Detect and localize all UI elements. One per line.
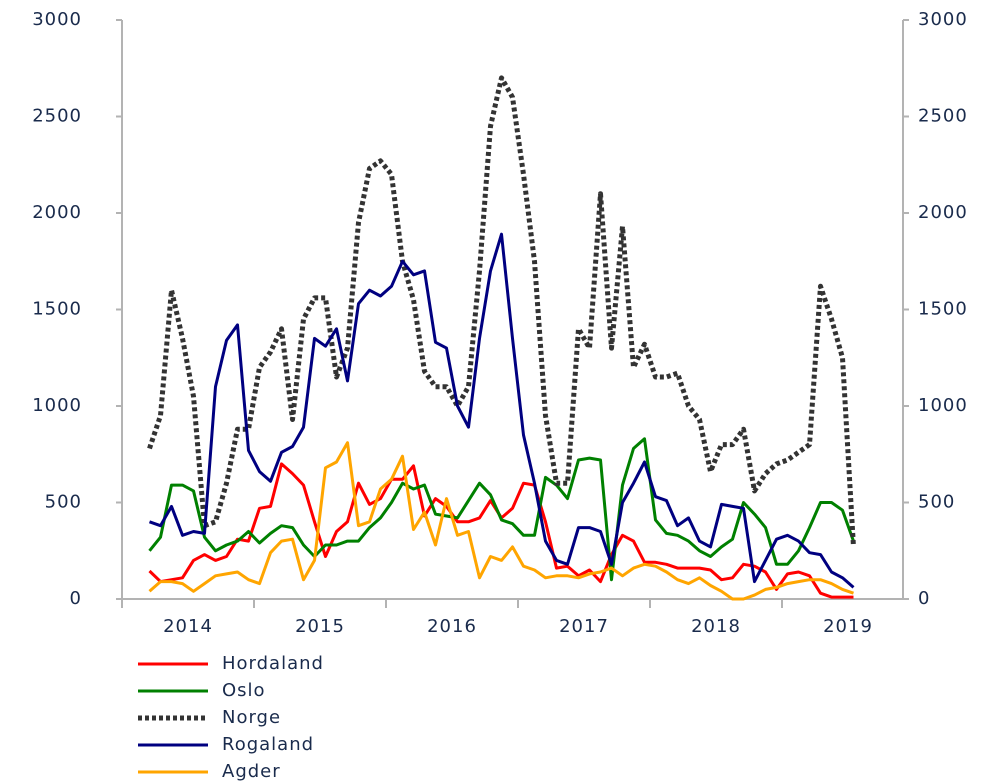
x-tick-label: 2015 [295, 616, 345, 637]
y-tick-label: 1500 [32, 299, 82, 320]
y2-tick-label: 0 [918, 588, 930, 609]
y-tick-label: 3000 [32, 9, 82, 30]
x-tick-label: 2017 [559, 616, 609, 637]
series-line [148, 437, 855, 582]
series-line [148, 441, 854, 601]
x-tick-label: 2019 [823, 616, 873, 637]
y2-tick-label: 1000 [918, 395, 968, 416]
y-tick-label: 1000 [32, 395, 82, 416]
y-tick-label: 2000 [32, 202, 82, 223]
legend-label: Oslo [222, 680, 266, 701]
legend-label: Norge [222, 707, 281, 728]
y2-tick-label: 3000 [918, 9, 968, 30]
y2-tick-label: 2500 [918, 106, 968, 127]
y-tick-label: 2500 [32, 106, 82, 127]
legend-label: Rogaland [222, 734, 314, 755]
legend-label: Hordaland [222, 653, 324, 674]
series-line [147, 75, 856, 548]
y-tick-label: 0 [70, 588, 82, 609]
x-tick-label: 2016 [427, 616, 477, 637]
y2-tick-label: 500 [918, 492, 955, 513]
x-tick-label: 2018 [691, 616, 741, 637]
x-tick-label: 2014 [163, 616, 213, 637]
series-line [148, 232, 855, 589]
y-tick-label: 500 [45, 492, 82, 513]
legend-label: Agder [222, 761, 281, 782]
y2-tick-label: 2000 [918, 202, 968, 223]
y2-tick-label: 1500 [918, 299, 968, 320]
